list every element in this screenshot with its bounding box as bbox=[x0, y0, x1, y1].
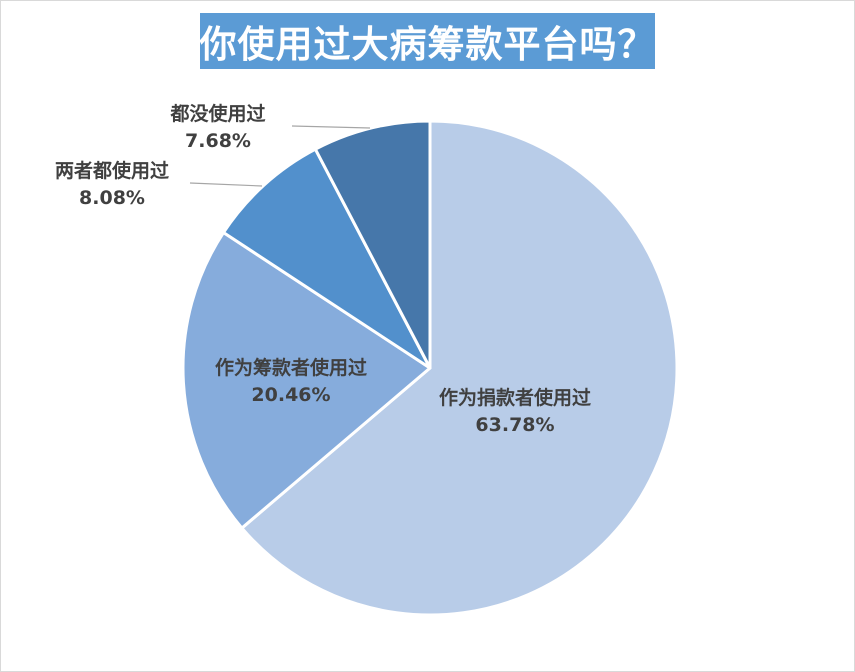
chart-title-box: 你使用过大病筹款平台吗？ bbox=[200, 13, 655, 69]
data-label-name-0: 作为捐款者使用过 bbox=[439, 386, 591, 409]
pie-slice-3 bbox=[313, 119, 432, 370]
data-label-value-0: 63.78% bbox=[475, 414, 554, 436]
pie-slice-1 bbox=[181, 231, 432, 530]
data-label-value-1: 20.46% bbox=[251, 384, 330, 406]
leader-line-2 bbox=[189, 182, 263, 187]
data-label-name-3: 都没使用过 bbox=[169, 103, 265, 125]
data-label-name-2: 两者都使用过 bbox=[55, 160, 169, 182]
data-label-name-1: 作为筹款者使用过 bbox=[215, 356, 367, 379]
pie-slice-0 bbox=[240, 119, 679, 617]
data-label-value-2: 8.08% bbox=[79, 187, 145, 209]
leader-lines bbox=[189, 125, 371, 187]
data-labels: 作为捐款者使用过 63.78% 作为筹款者使用过 20.46% 两者都使用过 8… bbox=[55, 103, 591, 436]
chart-title: 你使用过大病筹款平台吗？ bbox=[199, 23, 656, 66]
leader-line-3 bbox=[291, 125, 371, 129]
pie-slices bbox=[181, 119, 679, 617]
pie-slice-2 bbox=[221, 147, 432, 370]
data-label-value-3: 7.68% bbox=[185, 130, 251, 152]
